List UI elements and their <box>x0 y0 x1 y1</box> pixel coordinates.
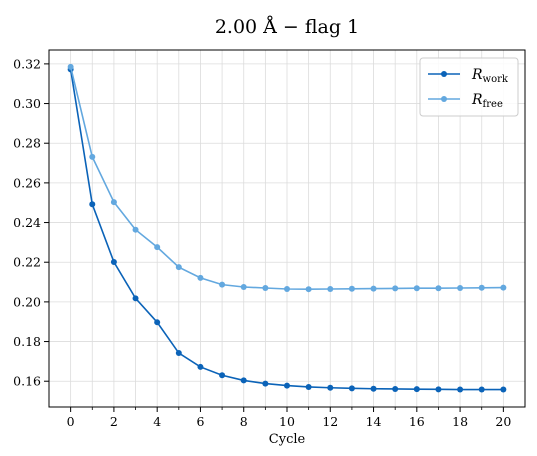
data-point-work <box>219 372 226 379</box>
x-axis-label: Cycle <box>269 432 306 447</box>
data-point-free <box>327 285 334 292</box>
plot-frame <box>48 49 526 408</box>
legend-label-main: R <box>471 67 483 83</box>
x-tick-label: 14 <box>366 414 382 429</box>
legend-label-main: R <box>471 92 483 108</box>
legend-box <box>419 57 519 117</box>
data-point-free <box>67 63 74 70</box>
data-point-work <box>457 386 464 393</box>
data-point-work <box>392 385 399 392</box>
data-point-free <box>132 226 139 233</box>
data-point-free <box>370 285 377 292</box>
x-tick-label: 10 <box>279 414 295 429</box>
legend-label-work: Rwork <box>471 67 509 85</box>
data-point-work <box>240 377 247 384</box>
data-point-free <box>500 284 507 291</box>
chart-title: 2.00 Å − flag 1 <box>215 16 359 38</box>
data-point-free <box>305 286 312 293</box>
data-point-work <box>327 384 334 391</box>
data-point-free <box>175 264 182 271</box>
data-point-free <box>413 285 420 292</box>
data-point-free <box>89 153 96 160</box>
y-tick-label: 0.20 <box>13 294 41 309</box>
data-point-free <box>284 285 290 292</box>
data-point-work <box>370 385 377 392</box>
data-point-work <box>154 319 161 326</box>
data-point-work <box>175 350 182 357</box>
legend-marker-free <box>441 96 447 102</box>
data-point-work <box>132 295 139 302</box>
data-point-work <box>284 382 290 389</box>
x-tick-label: 12 <box>322 414 338 429</box>
y-tick-label: 0.32 <box>13 56 41 71</box>
x-tick-label: 20 <box>495 414 511 429</box>
data-point-work <box>500 386 507 393</box>
data-point-work <box>305 383 312 390</box>
y-tick-label: 0.30 <box>13 96 41 111</box>
legend-marker-work <box>441 71 447 77</box>
legend-label-free: Rfree <box>471 92 503 110</box>
data-point-work <box>197 363 204 370</box>
series-layer <box>67 63 507 393</box>
y-tick-label: 0.28 <box>13 136 41 151</box>
data-point-free <box>197 274 204 281</box>
x-tick-label: 0 <box>67 414 75 429</box>
data-point-free <box>219 281 226 288</box>
series-work <box>67 66 507 393</box>
data-point-work <box>348 385 355 392</box>
data-point-work <box>110 259 117 266</box>
data-point-work <box>262 380 269 387</box>
y-tick-label: 0.18 <box>13 334 41 349</box>
x-tick-label: 2 <box>110 414 118 429</box>
data-point-free <box>110 199 117 206</box>
data-point-work <box>89 201 96 208</box>
x-tick-label: 6 <box>196 414 204 429</box>
data-point-free <box>457 285 464 291</box>
legend-label-subscript: free <box>483 99 503 110</box>
series-free <box>67 63 507 293</box>
y-tick-label: 0.22 <box>13 255 41 270</box>
data-point-free <box>154 244 161 251</box>
y-tick-label: 0.16 <box>13 374 41 389</box>
data-point-work <box>413 386 420 393</box>
data-point-free <box>240 284 247 291</box>
data-point-work <box>478 386 485 393</box>
y-tick-label: 0.26 <box>13 175 41 190</box>
x-tick-label: 18 <box>452 414 468 429</box>
x-tick-label: 8 <box>240 414 248 429</box>
x-tick-label: 16 <box>409 414 425 429</box>
legend-label-subscript: work <box>483 74 509 85</box>
data-point-free <box>348 285 355 292</box>
axes: 0 2 4 6 8 10 12 14 16 18 20 0.16 0.18 0.20 0.22 0.24 0.2… <box>13 56 511 429</box>
data-point-free <box>262 285 269 291</box>
data-point-free <box>435 285 442 292</box>
x-tick-label: 4 <box>153 414 161 429</box>
data-point-free <box>392 285 399 292</box>
y-tick-label: 0.24 <box>13 215 41 230</box>
data-point-work <box>435 386 442 393</box>
data-point-free <box>478 284 485 291</box>
